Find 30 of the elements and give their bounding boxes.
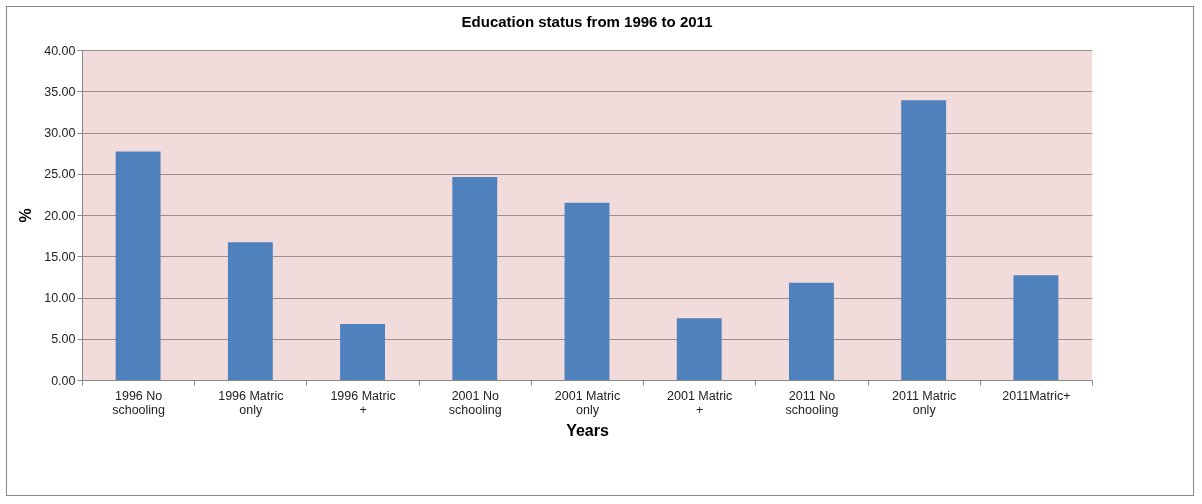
bar: [1013, 275, 1059, 380]
bar: [901, 100, 947, 380]
y-axis-title: %: [17, 208, 35, 223]
bar: [227, 242, 273, 380]
x-tick-label: 2001 No schooling: [448, 388, 502, 417]
y-tick-label: 30.00: [44, 126, 76, 140]
y-tick-label: 15.00: [44, 249, 76, 264]
x-tick-label: 2011 No schooling: [785, 388, 839, 417]
bar: [676, 318, 722, 380]
x-tick-label: 2011Matric+: [1002, 388, 1071, 403]
x-tick-label: 2011 Matric only: [891, 388, 957, 417]
bar: [452, 177, 498, 380]
x-tick-label: 1996 Matric only: [218, 388, 284, 417]
bar: [115, 151, 161, 380]
y-tick-label: 5.00: [51, 332, 76, 347]
x-tick-label: 2001 Matric only: [554, 388, 621, 417]
y-tick-label: 20.00: [44, 208, 76, 223]
x-axis-title: Years: [566, 421, 609, 439]
bar: [340, 323, 385, 380]
x-tick-label: 2001 Matric +: [667, 388, 733, 417]
x-tick-label: 1996 No schooling: [112, 388, 166, 417]
y-tick-label: 40.00: [44, 43, 76, 58]
y-tick-label: 35.00: [44, 84, 76, 99]
chart-title: Education status from 1996 to 2011: [461, 13, 713, 30]
bar: [789, 282, 834, 380]
y-tick-label: 25.00: [44, 167, 76, 182]
y-tick-label: 10.00: [44, 291, 76, 305]
x-tick-label: 1996 Matric +: [330, 388, 396, 417]
bar: [564, 202, 610, 380]
y-tick-label: 0.00: [51, 373, 76, 388]
